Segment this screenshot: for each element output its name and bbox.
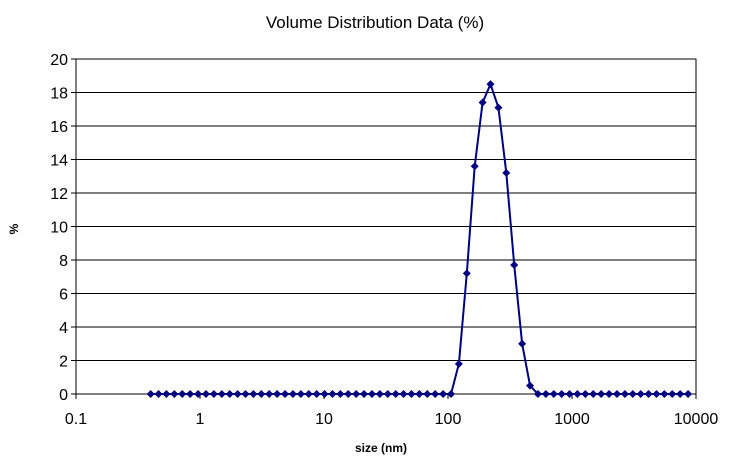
x-tick-label: 1: [196, 411, 205, 428]
data-point: [652, 390, 661, 398]
data-point: [178, 390, 187, 398]
x-tick-label: 0.1: [65, 411, 87, 428]
data-point: [415, 390, 424, 398]
data-point: [510, 261, 519, 270]
y-tick-label: 20: [50, 52, 68, 69]
data-point: [612, 390, 621, 398]
series-group: [146, 80, 693, 398]
data-point: [431, 390, 440, 398]
data-point: [628, 390, 637, 398]
data-point: [233, 390, 242, 398]
data-point: [620, 390, 629, 398]
x-axis-title: size (nm): [355, 441, 407, 455]
data-point: [597, 390, 606, 398]
y-axis-title: %: [7, 223, 21, 234]
data-point: [225, 390, 234, 398]
y-tick-label: 18: [50, 86, 68, 103]
y-tick-label: 12: [50, 186, 68, 203]
data-point: [533, 390, 542, 398]
data-point: [375, 390, 384, 398]
data-point: [668, 390, 677, 398]
data-point: [170, 390, 179, 398]
data-point: [549, 390, 558, 398]
data-point: [399, 390, 408, 398]
data-point: [589, 390, 598, 398]
data-point: [605, 390, 614, 398]
data-point: [573, 390, 582, 398]
data-point: [146, 390, 155, 398]
data-point: [486, 80, 495, 89]
gridlines: [76, 58, 696, 395]
data-point: [249, 390, 258, 398]
data-point: [281, 390, 290, 398]
data-point: [636, 390, 645, 398]
data-point: [462, 269, 471, 278]
x-tick-label: 1000: [554, 411, 590, 428]
y-tick-label: 8: [59, 253, 68, 270]
data-point: [154, 390, 163, 398]
data-point: [304, 390, 313, 398]
data-point: [581, 390, 590, 398]
data-point: [518, 339, 527, 348]
data-point: [162, 390, 171, 398]
data-point: [273, 390, 282, 398]
data-point: [217, 390, 226, 398]
data-point: [241, 390, 250, 398]
data-point: [288, 390, 297, 398]
data-point: [328, 390, 337, 398]
data-point: [541, 390, 550, 398]
y-tick-label: 2: [59, 354, 68, 371]
data-point: [360, 390, 369, 398]
data-point: [557, 390, 566, 398]
y-tick-label: 14: [50, 153, 68, 170]
y-tick-label: 0: [59, 387, 68, 404]
data-point: [676, 390, 685, 398]
data-point: [352, 390, 361, 398]
data-point: [336, 390, 345, 398]
data-point: [383, 390, 392, 398]
data-point: [439, 390, 448, 398]
data-point: [478, 98, 487, 107]
x-tick-label: 10000: [674, 411, 719, 428]
y-tick-label: 6: [59, 287, 68, 304]
data-point: [344, 390, 353, 398]
data-point: [296, 390, 305, 398]
y-tick-label: 4: [59, 320, 68, 337]
data-point: [494, 103, 503, 112]
data-point: [201, 390, 210, 398]
data-point: [209, 390, 218, 398]
x-tick-label: 100: [435, 411, 462, 428]
data-point: [660, 390, 669, 398]
data-point: [407, 390, 416, 398]
data-point: [644, 390, 653, 398]
data-point: [446, 390, 455, 398]
y-tick-label: 10: [50, 220, 68, 237]
data-point: [265, 390, 274, 398]
data-point: [391, 390, 400, 398]
data-point: [565, 390, 574, 398]
data-point: [312, 390, 321, 398]
data-point: [367, 390, 376, 398]
axis-ticks: 0 2 4 6 8 10 12 14 16 18 20 0.1 1 10 100 1000 10000: [50, 52, 718, 428]
data-point: [684, 390, 693, 398]
data-point: [257, 390, 266, 398]
series-line: [150, 81, 689, 395]
data-point: [526, 381, 535, 390]
data-point: [194, 390, 203, 398]
data-point: [423, 390, 432, 398]
data-point: [320, 390, 329, 398]
chart-title: Volume Distribution Data (%): [266, 13, 484, 32]
data-point: [186, 390, 195, 398]
data-point: [454, 359, 463, 368]
y-tick-label: 16: [50, 119, 68, 136]
data-point: [470, 162, 479, 171]
x-tick-label: 10: [315, 411, 333, 428]
data-point: [502, 168, 511, 177]
